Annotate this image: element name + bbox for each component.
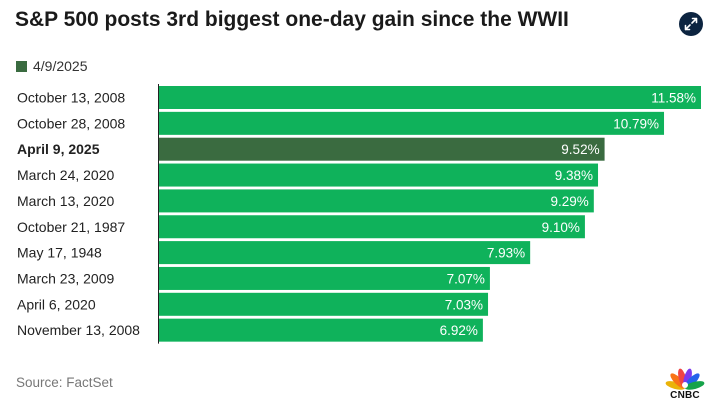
legend: 4/9/2025: [16, 57, 88, 75]
bar: [159, 318, 483, 342]
value-label: 10.79%: [613, 116, 659, 131]
value-label: 7.07%: [447, 271, 485, 286]
value-label: 6.92%: [440, 323, 478, 338]
value-label: 11.58%: [651, 91, 696, 106]
cnbc-logo: CNBC: [664, 366, 706, 406]
bar: [159, 189, 594, 213]
value-label: 7.93%: [487, 246, 525, 261]
bar: [159, 163, 599, 187]
value-label: 7.03%: [445, 297, 483, 312]
expand-button[interactable]: [679, 12, 703, 36]
category-label: April 9, 2025: [17, 141, 100, 157]
category-label: November 13, 2008: [17, 322, 140, 338]
category-label: April 6, 2020: [17, 296, 96, 312]
value-label: 9.38%: [555, 168, 593, 183]
category-label: May 17, 1948: [17, 245, 102, 261]
legend-swatch: [16, 60, 27, 72]
category-label: October 21, 1987: [17, 219, 125, 235]
bar: [159, 241, 531, 265]
source-note: Source: FactSet: [16, 375, 113, 390]
peacock-icon: [665, 368, 705, 390]
logo-text: CNBC: [670, 390, 700, 401]
value-label: 9.29%: [551, 194, 589, 209]
bar: [159, 292, 489, 316]
legend-label: 4/9/2025: [33, 58, 88, 74]
bar: [159, 86, 701, 109]
value-label: 9.52%: [561, 142, 599, 157]
bar: [159, 266, 490, 290]
chart-title: S&P 500 posts 3rd biggest one-day gain s…: [15, 8, 569, 31]
bar: [159, 111, 665, 135]
category-label: March 23, 2009: [17, 270, 114, 286]
category-label: March 24, 2020: [17, 167, 114, 183]
category-label: October 13, 2008: [17, 90, 125, 106]
bar: [159, 215, 585, 239]
value-label: 9.10%: [542, 220, 580, 235]
bar: [159, 137, 605, 161]
expand-icon: [684, 17, 698, 31]
category-label: October 28, 2008: [17, 115, 125, 131]
category-label: March 13, 2020: [17, 193, 114, 209]
